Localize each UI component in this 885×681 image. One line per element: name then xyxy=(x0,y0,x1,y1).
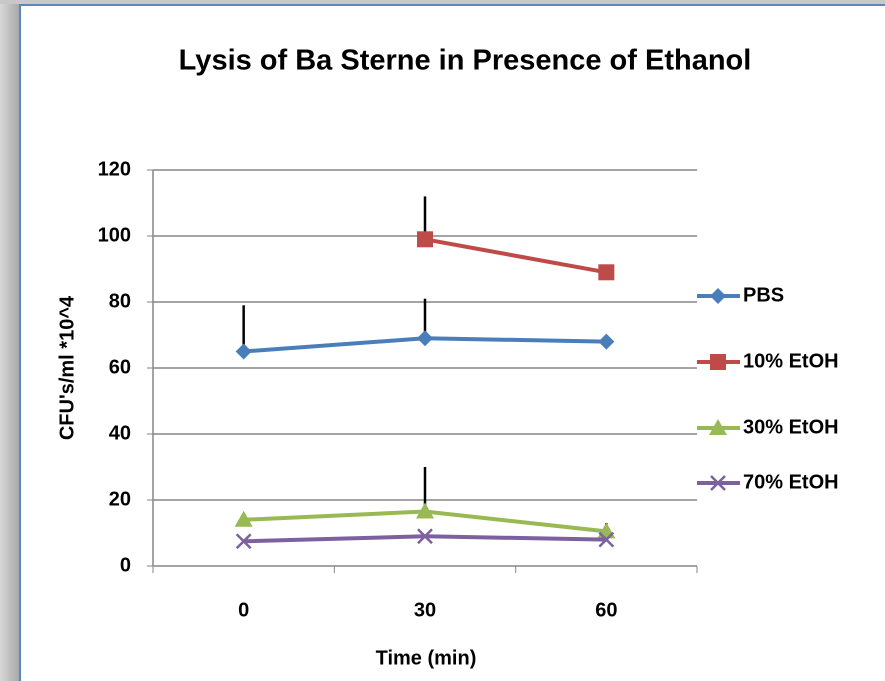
x-tick-label: 0 xyxy=(238,599,249,621)
y-tick-label: 120 xyxy=(98,158,131,180)
x-tick-label: 30 xyxy=(414,599,436,621)
data-point xyxy=(235,343,252,360)
data-point xyxy=(598,333,615,350)
data-point xyxy=(234,510,253,527)
y-tick-label: 60 xyxy=(109,356,131,378)
legend-marker xyxy=(709,419,727,435)
legend-label: 30% EtOH xyxy=(743,416,839,438)
legend-marker xyxy=(710,288,726,304)
data-point xyxy=(417,330,433,347)
data-point xyxy=(417,231,433,248)
frame-side xyxy=(0,0,19,681)
frame-top xyxy=(0,0,885,4)
legend-marker xyxy=(710,354,726,370)
y-axis-label: CFU's/ml *10^4 xyxy=(56,295,78,440)
data-point xyxy=(417,528,433,545)
y-tick-label: 40 xyxy=(109,422,131,444)
data-point xyxy=(416,502,434,519)
y-tick-label: 100 xyxy=(98,224,131,246)
x-axis-label: Time (min) xyxy=(376,647,477,669)
data-point xyxy=(235,533,252,550)
y-tick-label: 20 xyxy=(109,488,131,510)
legend-marker xyxy=(710,475,726,491)
x-tick-label: 60 xyxy=(595,599,617,621)
y-tick-label: 0 xyxy=(120,554,131,576)
data-point xyxy=(598,264,615,281)
legend-label: 10% EtOH xyxy=(743,350,839,372)
legend-label: 70% EtOH xyxy=(743,471,839,493)
chart-title: Lysis of Ba Sterne in Presence of Ethano… xyxy=(179,45,752,77)
data-point xyxy=(598,531,615,548)
y-tick-label: 80 xyxy=(109,290,131,312)
series-line xyxy=(424,237,607,275)
legend-label: PBS xyxy=(743,284,784,306)
